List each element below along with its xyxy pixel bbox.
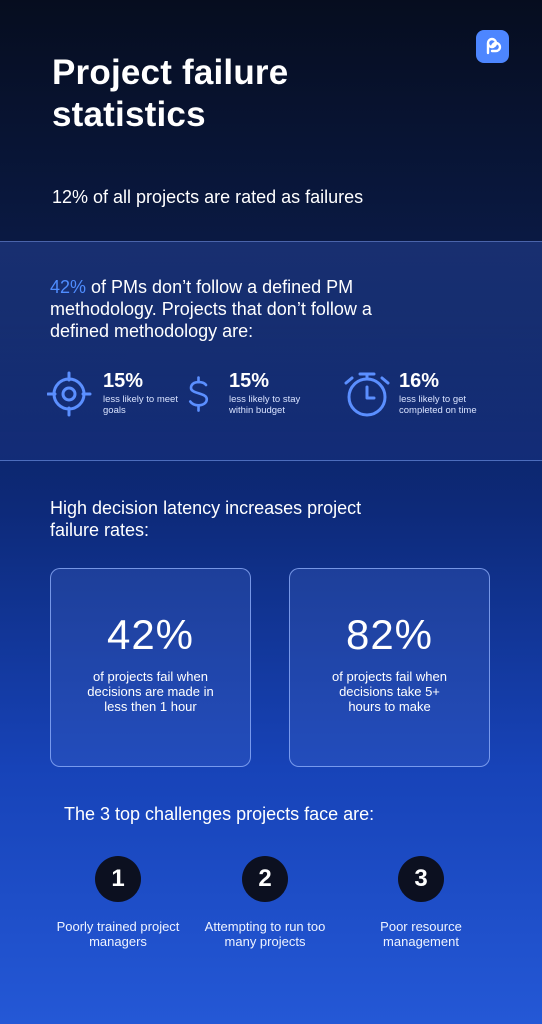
number-badge: 2: [242, 856, 288, 902]
page-title: Project failure statistics: [52, 53, 289, 134]
stat-budget: 15% less likely to stay within budget: [185, 368, 314, 418]
brand-logo: [476, 30, 509, 63]
stat-value: 15%: [103, 370, 144, 392]
card-description: of projects fail when decisions take 5+ …: [332, 669, 447, 714]
methodology-body: of PMs don’t follow a defined PM methodo…: [50, 277, 372, 341]
intro-stat: 12% of all projects are rated as failure…: [52, 187, 364, 207]
challenges-heading: The 3 top challenges projects face are:: [64, 804, 375, 824]
methodology-highlight: 42%: [50, 277, 87, 297]
challenge-text: Poorly trained project managers: [56, 919, 180, 949]
stat-value: 16%: [399, 370, 440, 392]
target-icon: [47, 371, 92, 417]
logo-icon: [486, 37, 501, 54]
challenge-text: Attempting to run too many projects: [204, 919, 326, 949]
methodology-panel: [0, 241, 542, 461]
methodology-text: 42% of PMs don’t follow a defined PM met…: [50, 276, 410, 342]
card-value: 42%: [106, 611, 195, 658]
stopwatch-icon: [344, 372, 390, 417]
number-badge: 1: [95, 856, 141, 902]
dollar-icon: [188, 376, 209, 412]
stat-caption: less likely to get completed on time: [399, 394, 477, 416]
latency-card-fast: 42% of projects fail when decisions are …: [50, 568, 251, 767]
card-description: of projects fail when decisions are made…: [87, 669, 214, 714]
number-badge: 3: [398, 856, 444, 902]
stat-goals: 15% less likely to meet goals: [47, 368, 188, 418]
stat-caption: less likely to stay within budget: [229, 394, 301, 416]
card-value: 82%: [345, 611, 434, 658]
latency-card-slow: 82% of projects fail when decisions take…: [289, 568, 490, 767]
challenge-item-3: 3 Poor resource management: [351, 856, 491, 949]
stat-caption: less likely to meet goals: [103, 394, 178, 416]
stat-value: 15%: [229, 370, 270, 392]
stat-time: 16% less likely to get completed on time: [343, 368, 484, 418]
latency-heading: High decision latency increases project …: [50, 498, 362, 540]
challenge-text: Poor resource management: [380, 919, 462, 949]
challenge-item-1: 1 Poorly trained project managers: [48, 856, 188, 949]
challenge-item-2: 2 Attempting to run too many projects: [195, 856, 335, 949]
